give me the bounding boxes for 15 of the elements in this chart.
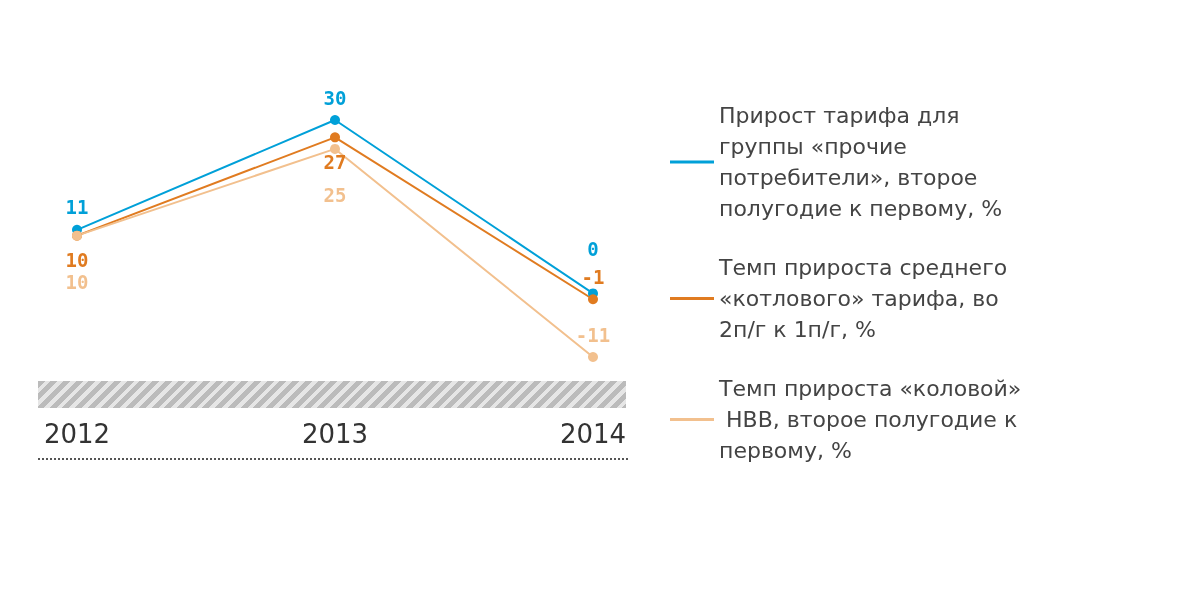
data-label: 10 bbox=[65, 249, 89, 272]
legend-label: Темп прироста «коловой» НВВ, второе полугодие к первому, % bbox=[718, 376, 1025, 463]
x-tick-label: 2014 bbox=[559, 419, 627, 449]
data-label: -1 bbox=[581, 265, 605, 288]
data-label: 30 bbox=[323, 86, 347, 109]
data-label: 11 bbox=[65, 196, 89, 219]
data-label: 25 bbox=[323, 184, 347, 207]
data-label: 0 bbox=[587, 237, 599, 260]
legend-label: Темп прироста среднего «котлового» тарифа, во 2п/г к 1п/г, % bbox=[718, 255, 1015, 342]
data-label: -11 bbox=[575, 323, 611, 346]
data-label: 10 bbox=[65, 271, 89, 294]
legend-label: Прирост тарифа для группы «прочие потребители», второе полугодие к первому, % bbox=[719, 103, 1003, 221]
data-label: 27 bbox=[323, 150, 347, 173]
x-tick-label: 2012 bbox=[43, 419, 111, 449]
x-tick-label: 2013 bbox=[301, 419, 369, 449]
